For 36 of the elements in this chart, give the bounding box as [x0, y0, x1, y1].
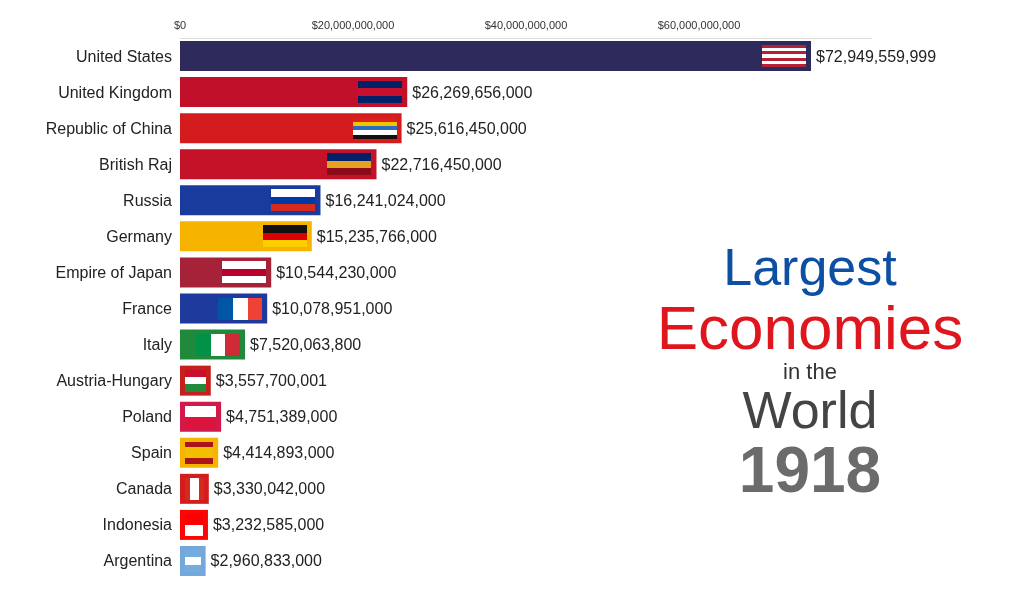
data-label: $72,949,559,999: [816, 47, 937, 65]
data-label: $2,960,833,000: [210, 552, 322, 570]
data-label: $15,235,766,000: [316, 227, 438, 245]
data-label: $16,241,024,000: [325, 191, 446, 209]
y-tick-label: Austria-Hungary: [56, 372, 172, 390]
data-label: $3,557,700,001: [215, 372, 328, 390]
y-tick-label: Republic of China: [45, 119, 173, 137]
data-label: $4,414,893,000: [223, 444, 335, 462]
data-label: $25,616,450,000: [406, 119, 527, 137]
y-tick-label: Spain: [131, 444, 172, 462]
y-tick-label: United Kingdom: [58, 83, 172, 101]
y-tick-label: Indonesia: [102, 516, 173, 534]
data-label: $10,078,951,000: [272, 300, 393, 317]
data-label: $3,330,042,000: [213, 480, 326, 498]
data-label: $26,269,656,000: [412, 83, 533, 101]
y-tick-label: British Raj: [99, 155, 172, 173]
data-label: $4,751,389,000: [226, 408, 338, 426]
data-label: $10,544,230,000: [276, 263, 397, 281]
y-tick-label: Germany: [106, 227, 172, 245]
data-label: $3,232,585,000: [212, 516, 325, 534]
y-tick-label: France: [122, 300, 173, 317]
x-tick-label: $60,000,000,000: [657, 18, 741, 31]
x-tick-label: $20,000,000,000: [311, 18, 395, 31]
bar: [180, 77, 408, 108]
y-tick-label: United States: [75, 47, 172, 65]
y-tick-label: Argentina: [103, 552, 173, 570]
y-tick-label: Italy: [142, 336, 172, 354]
x-tick-label: $40,000,000,000: [484, 18, 568, 31]
data-label: $7,520,063,800: [250, 336, 362, 354]
data-label: $22,716,450,000: [381, 155, 502, 173]
x-tick-label: $0: [173, 18, 187, 31]
y-tick-label: Canada: [115, 480, 173, 498]
y-tick-label: Russia: [123, 191, 173, 209]
y-tick-label: Empire of Japan: [55, 263, 172, 281]
y-tick-label: Poland: [122, 408, 172, 426]
bar: [180, 41, 812, 72]
